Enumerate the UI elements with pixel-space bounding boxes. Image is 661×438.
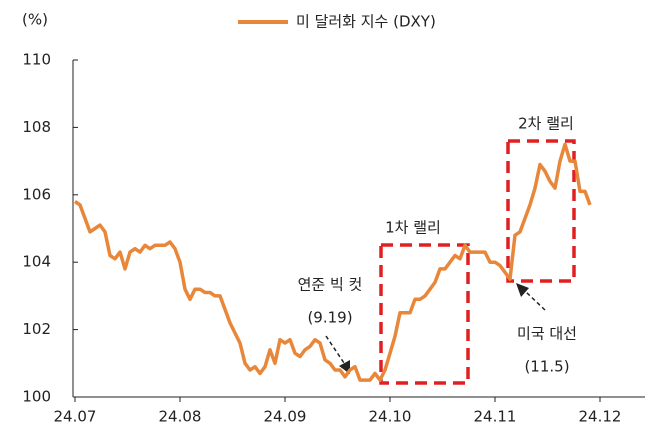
data-line	[74, 142, 592, 382]
y-tick-label: 104	[22, 253, 51, 271]
rally-box	[379, 243, 470, 385]
annotation: 2차 랠리	[518, 115, 574, 133]
x-tick-label: 24.12	[579, 408, 622, 426]
legend-label: 미 달러화 지수 (DXY)	[296, 13, 436, 31]
arrow-head	[339, 360, 350, 374]
annotation: (11.5)	[524, 358, 569, 376]
annotation: 1차 랠리	[385, 219, 441, 237]
x-tick-label: 24.10	[369, 408, 412, 426]
y-unit: (%)	[22, 11, 48, 29]
arrow-head	[516, 283, 529, 297]
x-tick-label: 24.07	[54, 408, 97, 426]
y-tick-label: 108	[22, 118, 51, 136]
annotation: (9.19)	[307, 309, 352, 327]
y-tick-label: 110	[22, 51, 51, 69]
x-tick-label: 24.09	[264, 408, 307, 426]
y-tick-label: 106	[22, 185, 51, 203]
x-tick-label: 24.08	[159, 408, 202, 426]
y-tick-label: 102	[22, 320, 51, 338]
y-tick-label: 100	[22, 388, 51, 406]
rally-box	[506, 139, 576, 283]
x-tick-label: 24.11	[474, 408, 517, 426]
arrow	[325, 335, 347, 367]
annotation: 미국 대선	[517, 325, 577, 343]
arrow	[525, 291, 546, 311]
annotation: 연준 빅 컷	[298, 276, 363, 294]
